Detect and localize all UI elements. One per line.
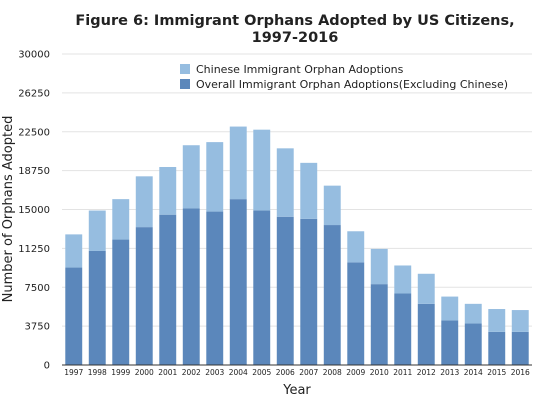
bar-chinese [182,145,200,209]
bar-chinese [488,309,506,332]
x-tick-label: 2005 [252,368,271,377]
bar-overall-excluding-chinese [88,250,106,365]
bar-overall-excluding-chinese [276,216,294,365]
bar-overall-excluding-chinese [511,331,529,365]
x-tick-label: 1999 [111,368,130,377]
bar-chinese [417,273,435,304]
legend-swatch-overall [180,79,190,89]
x-tick-label: 2001 [158,368,177,377]
bar-overall-excluding-chinese [159,214,177,365]
bar-chinese [464,303,482,324]
bar-overall-excluding-chinese [229,199,247,365]
x-tick-label: 2014 [464,368,483,377]
x-axis-label: Year [282,383,311,398]
x-tick-label: 2008 [323,368,342,377]
gridlines [62,53,532,327]
legend-label-overall: Overall Immigrant Orphan Adoptions(Exclu… [196,78,508,91]
y-tick-labels: 0 3750 7500 11250 15000 18750 22500 26250 30000 [18,50,50,372]
chart-title-line-2: 1997-2016 [252,30,339,46]
y-axis-label: Number of Orphans Adopted [1,116,16,303]
bar-overall-excluding-chinese [488,331,506,365]
bar-overall-excluding-chinese [135,227,153,365]
bar-overall-excluding-chinese [323,225,341,365]
bar-overall-excluding-chinese [370,284,388,365]
x-tick-label: 2012 [417,368,436,377]
bar-chinese [323,185,341,226]
x-tick-label: 2007 [299,368,318,377]
bar-chinese [394,265,412,294]
x-tick-label: 2010 [370,368,389,377]
x-tick-label: 2002 [182,368,201,377]
bar-overall-excluding-chinese [182,208,200,365]
chart-title-line-1: Figure 6: Immigrant Orphans Adopted by U… [75,13,514,29]
bar-chinese [253,129,271,211]
x-tick-label: 1998 [88,368,107,377]
x-tick-label: 2000 [135,368,154,377]
y-tick-label: 0 [44,361,50,372]
y-tick-label: 7500 [25,283,50,294]
bar-overall-excluding-chinese [253,210,271,365]
bar-chinese [276,148,294,217]
bar-overall-excluding-chinese [441,320,459,365]
bar-chinese [88,210,106,251]
bar-chinese [65,234,83,268]
x-tick-label: 2006 [276,368,295,377]
bar-chinese [112,199,130,240]
bar-chinese [229,126,247,200]
bar-chinese [300,162,318,219]
bar-overall-excluding-chinese [394,293,412,365]
bars [65,126,529,365]
x-tick-label: 2016 [511,368,530,377]
bar-overall-excluding-chinese [347,262,365,365]
bar-overall-excluding-chinese [417,303,435,365]
bar-chinese [511,310,529,332]
y-tick-label: 11250 [18,244,50,255]
y-tick-label: 3750 [25,322,50,333]
x-tick-label: 2003 [205,368,224,377]
legend: Chinese Immigrant Orphan Adoptions Overa… [180,63,508,91]
bar-overall-excluding-chinese [300,218,318,365]
x-tick-label: 2015 [487,368,506,377]
bar-overall-excluding-chinese [112,239,130,365]
x-tick-label: 2004 [229,368,248,377]
x-tick-label: 2011 [393,368,412,377]
bar-overall-excluding-chinese [206,211,224,365]
legend-swatch-chinese [180,64,190,74]
y-tick-label: 15000 [18,205,50,216]
x-tick-label: 2009 [346,368,365,377]
y-tick-label: 18750 [18,166,50,177]
x-tick-label: 2013 [440,368,459,377]
y-tick-label: 26250 [18,88,50,99]
bar-chinese [441,296,459,321]
legend-label-chinese: Chinese Immigrant Orphan Adoptions [196,63,404,76]
x-tick-label: 1997 [64,368,83,377]
x-tick-labels: 1997 1998 1999 2000 2001 2002 2003 2004 2005 2006… [64,368,530,377]
bar-chinese [135,176,153,228]
bar-chinese [370,248,388,285]
y-tick-label: 30000 [18,50,50,61]
bar-chinese [159,166,177,215]
bar-chinese [347,231,365,263]
bar-overall-excluding-chinese [65,267,83,365]
bar-overall-excluding-chinese [464,323,482,365]
bar-chinese [206,142,224,212]
y-tick-label: 22500 [18,127,50,138]
